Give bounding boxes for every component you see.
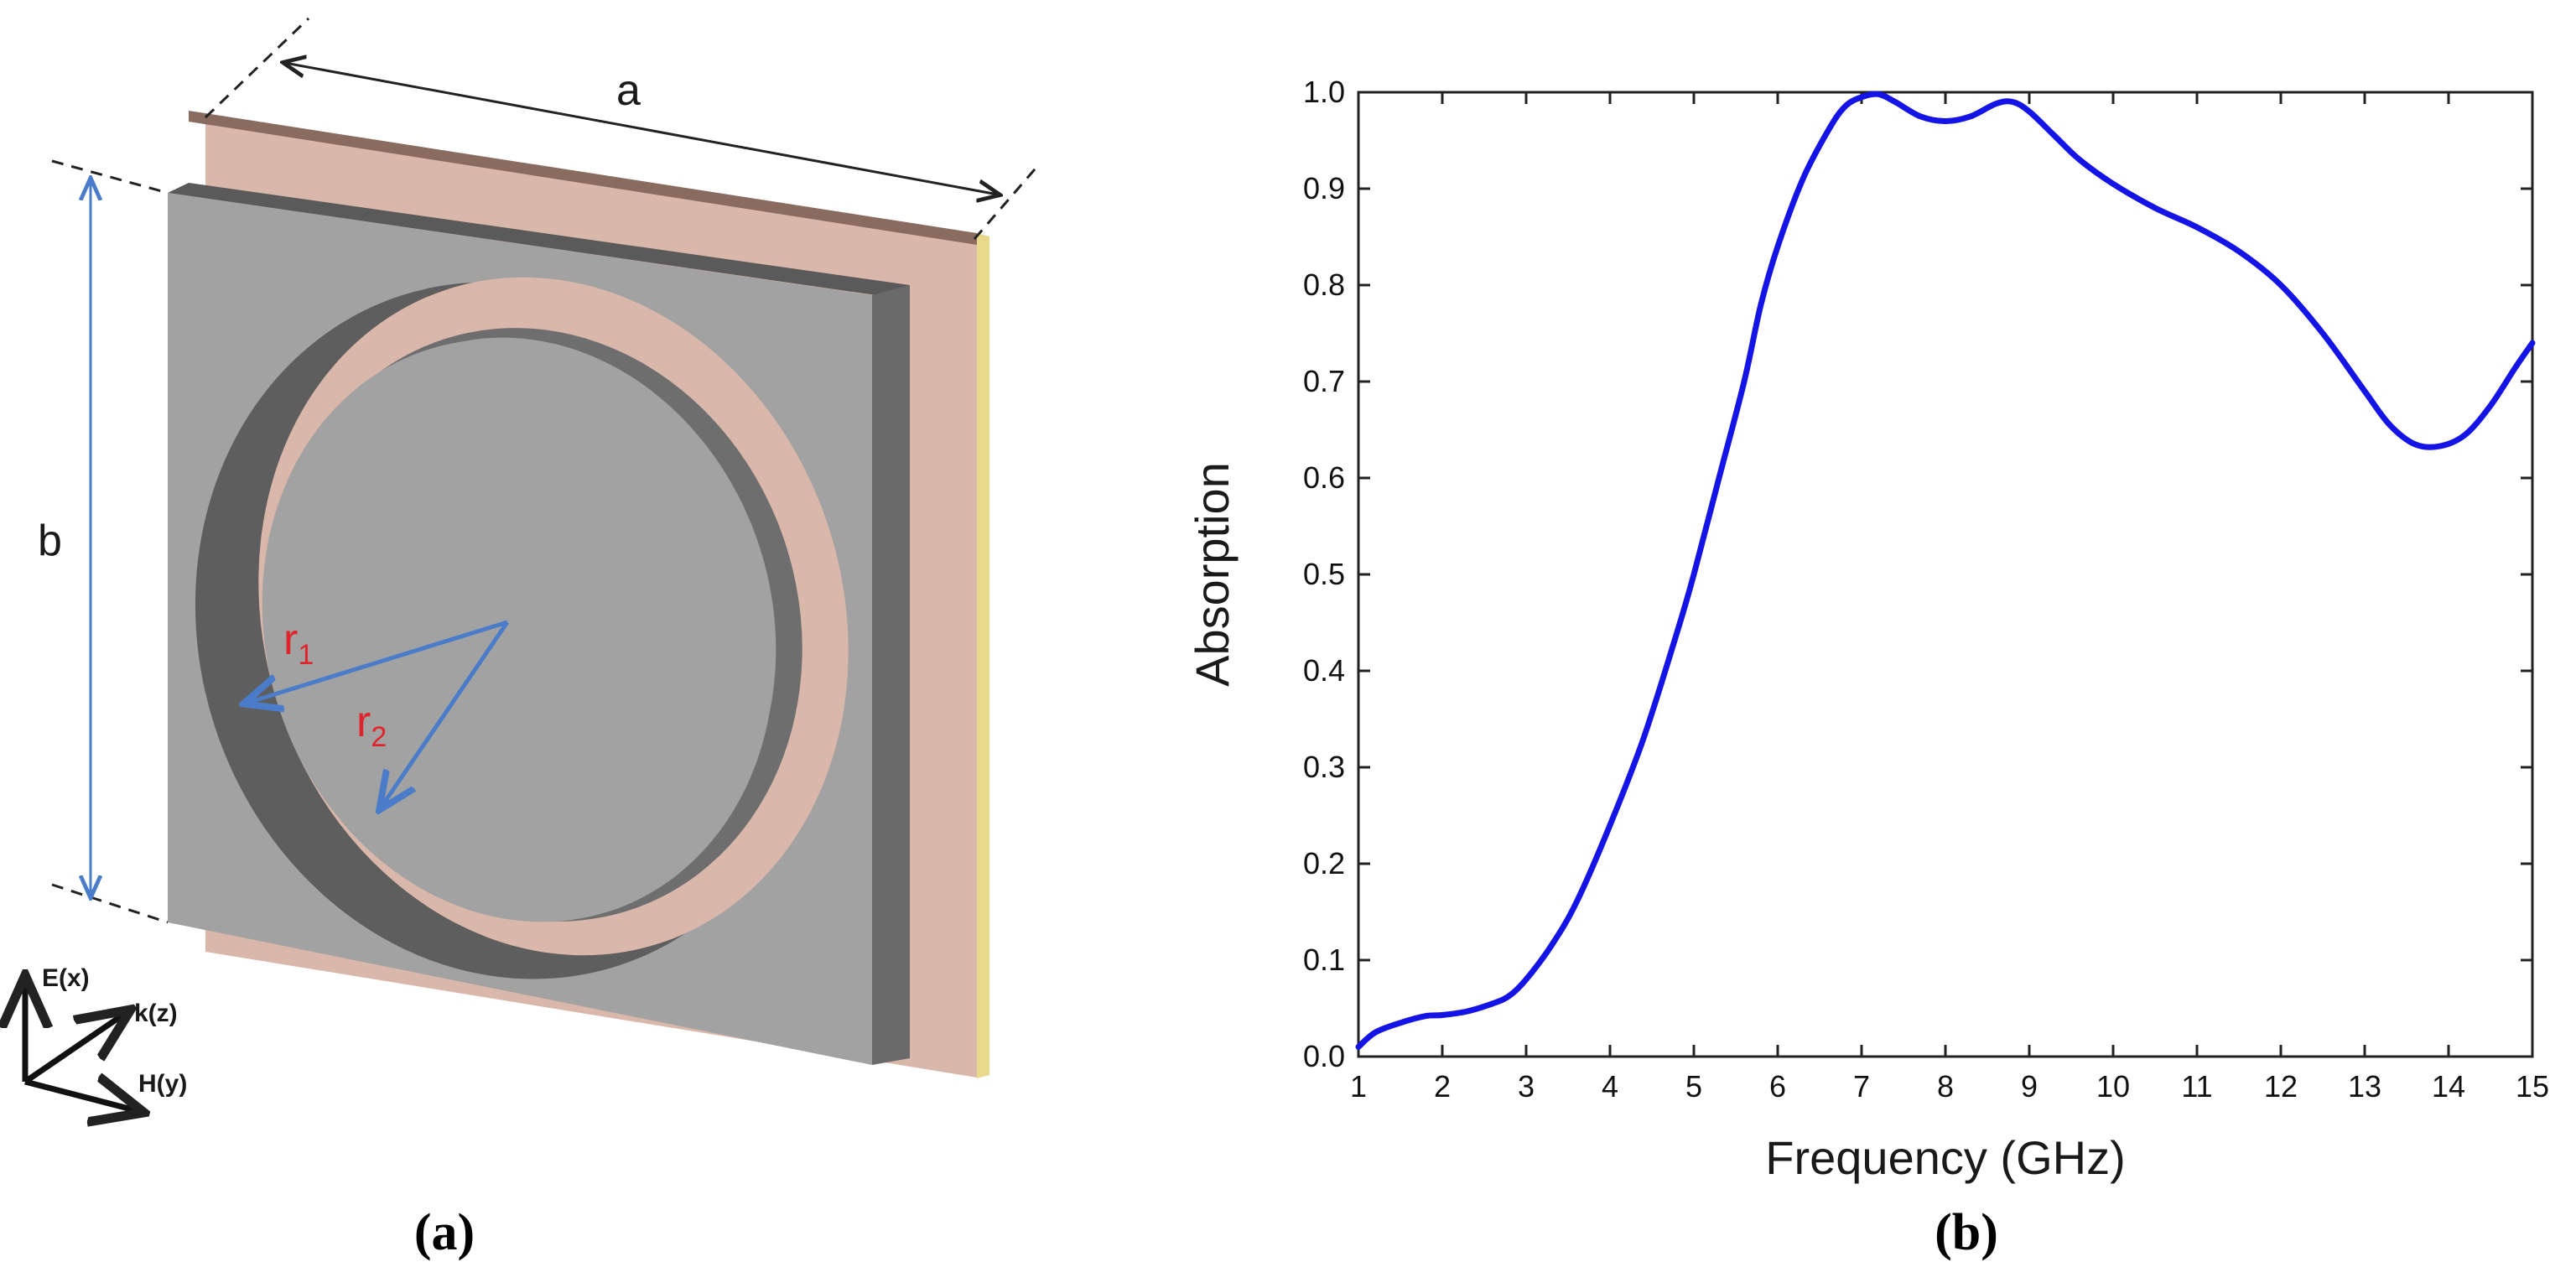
y-tick-label: 0.7 xyxy=(1303,364,1345,398)
k-axis-arrow xyxy=(23,1013,126,1084)
dim-b-ext-top xyxy=(51,159,169,195)
absorption-curve xyxy=(1355,91,2536,1050)
h-axis-arrow xyxy=(24,1082,138,1111)
substrate-edge xyxy=(977,233,989,1078)
x-tick-label: 1 xyxy=(1350,1069,1367,1104)
dim-a-ext-right xyxy=(973,163,1041,240)
x-axis-label: Frequency (GHz) xyxy=(1765,1131,2125,1184)
y-tick-label: 0.4 xyxy=(1303,653,1345,688)
h-axis-label: H(y) xyxy=(138,1070,187,1098)
x-tick-label: 11 xyxy=(2181,1069,2212,1104)
y-tick-label: 0.2 xyxy=(1303,846,1345,880)
dim-a-label: a xyxy=(616,66,641,115)
y-tick-label: 0.9 xyxy=(1303,171,1345,205)
caption-a: (a) xyxy=(414,1204,475,1261)
x-tick-label: 7 xyxy=(1853,1069,1870,1104)
y-axis: 0.0 0.1 0.2 0.3 0.4 0.5 0.6 0.7 0.8 0.9 1.0 xyxy=(1303,75,2532,1073)
inner-disc-top xyxy=(277,337,776,907)
caption-b: (b) xyxy=(1935,1204,1998,1261)
x-tick-label: 10 xyxy=(2096,1069,2130,1104)
e-axis-label: E(x) xyxy=(42,964,90,992)
x-tick-label: 12 xyxy=(2264,1069,2298,1104)
x-axis: 1 2 3 4 5 6 7 8 9 10 11 12 13 14 15 xyxy=(1350,92,2549,1104)
y-tick-label: 0.6 xyxy=(1303,460,1345,495)
x-tick-label: 5 xyxy=(1685,1069,1702,1104)
plot-frame xyxy=(1357,91,2534,1058)
x-tick-label: 13 xyxy=(2348,1069,2381,1104)
dim-a-arrow xyxy=(285,63,998,195)
dim-b-label: b xyxy=(38,517,62,565)
x-tick-label: 8 xyxy=(1937,1069,1954,1104)
y-tick-label: 0.5 xyxy=(1303,557,1345,591)
y-tick-label: 1.0 xyxy=(1303,75,1345,109)
x-tick-label: 3 xyxy=(1518,1069,1535,1104)
y-tick-label: 0.0 xyxy=(1303,1039,1345,1073)
dim-b-ext-bottom xyxy=(51,883,169,924)
metal-top-face xyxy=(168,183,910,298)
unit-cell-diagram: r1 r2 a b E(x) k(z) H(y) xyxy=(23,17,1041,1111)
dim-a-ext-left xyxy=(204,17,310,119)
x-tick-label: 15 xyxy=(2516,1069,2549,1104)
r1-arrow xyxy=(247,620,508,703)
x-tick-label: 9 xyxy=(2021,1069,2038,1104)
x-tick-label: 2 xyxy=(1434,1069,1451,1104)
y-tick-label: 0.3 xyxy=(1303,750,1345,784)
x-tick-label: 6 xyxy=(1769,1069,1786,1104)
metal-side-face xyxy=(872,285,910,1065)
x-tick-label: 4 xyxy=(1602,1069,1618,1104)
r1-label: r1 xyxy=(283,615,314,671)
r2-arrow xyxy=(382,621,510,807)
k-axis-label: k(z) xyxy=(134,1000,178,1027)
y-tick-label: 0.1 xyxy=(1303,943,1345,977)
r2-label: r2 xyxy=(356,698,387,753)
y-axis-label: Absorption xyxy=(1186,462,1239,687)
y-tick-label: 0.8 xyxy=(1303,267,1345,302)
x-tick-label: 14 xyxy=(2432,1069,2465,1104)
